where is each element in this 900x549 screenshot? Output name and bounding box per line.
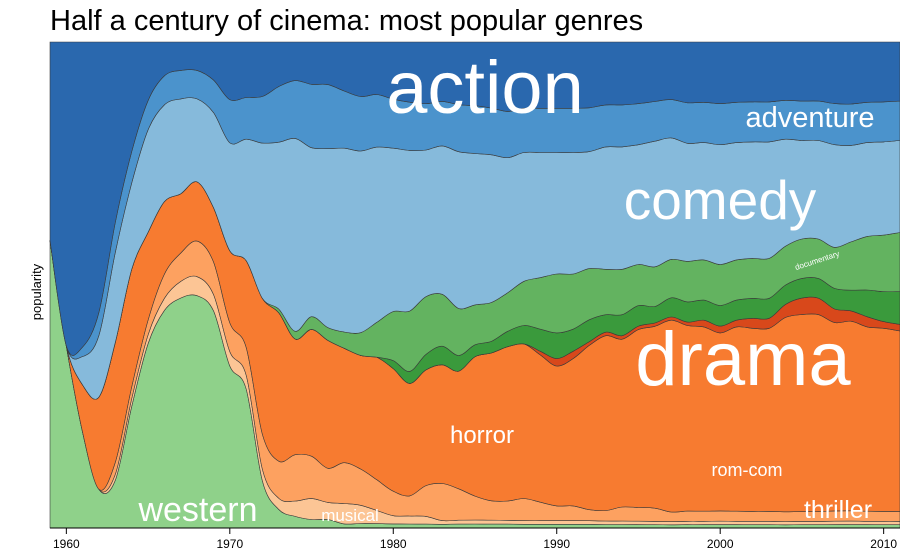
label-thriller: thriller: [804, 496, 872, 524]
label-rom-com: rom-com: [712, 460, 783, 480]
x-tick-label: 1990: [543, 537, 570, 549]
label-drama: drama: [635, 317, 851, 402]
y-axis-label: popularity: [29, 263, 44, 320]
x-tick-label: 1980: [380, 537, 407, 549]
stream-areas: [49, 41, 900, 529]
stream-action: [49, 41, 900, 356]
chart-title: Half a century of cinema: most popular g…: [50, 5, 644, 37]
x-tick-label: 2000: [707, 537, 734, 549]
label-adventure: adventure: [746, 102, 875, 134]
x-tick-label: 2010: [870, 537, 897, 549]
x-axis-ticks: 1960 1970 1980 1990 2000 2010: [53, 528, 897, 549]
stream-labels: western musicalhorrordramadocumentaryrom-…: [137, 46, 874, 529]
x-tick-label: 1970: [216, 537, 243, 549]
x-tick-label: 1960: [53, 537, 80, 549]
label-western: western: [137, 491, 257, 529]
label-horror: horror: [450, 422, 514, 449]
label-comedy: comedy: [624, 169, 817, 231]
label-action: action: [386, 46, 583, 129]
label-musical: musical: [321, 506, 379, 525]
